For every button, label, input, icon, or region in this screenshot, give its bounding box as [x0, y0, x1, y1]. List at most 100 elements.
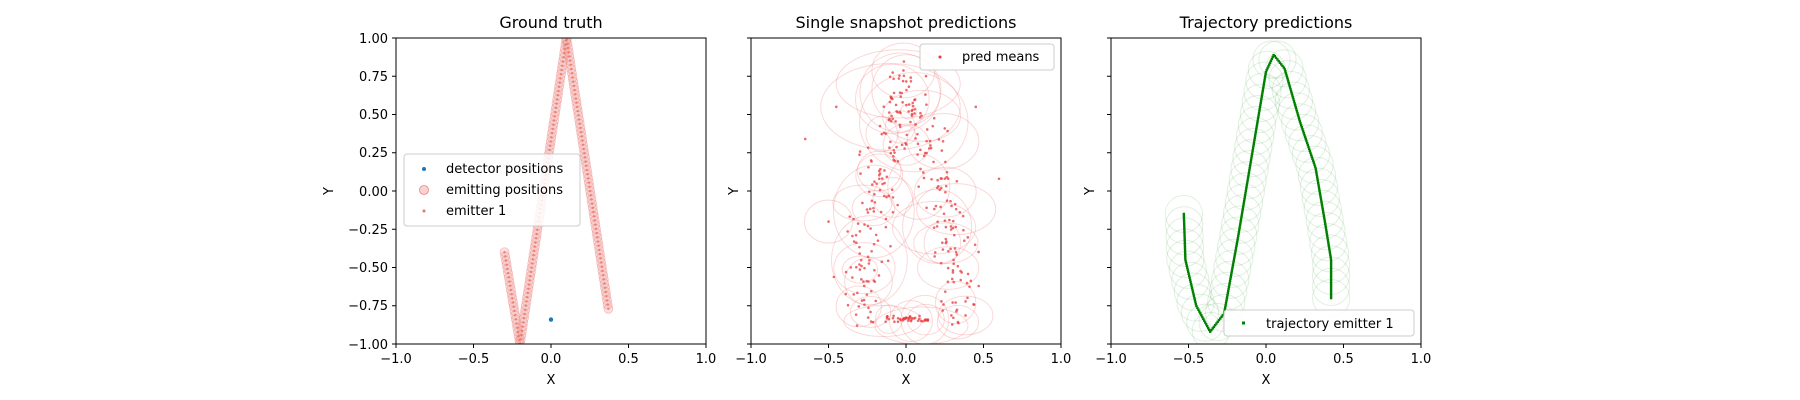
emitter-1-point — [516, 326, 519, 329]
pred-mean-point — [966, 272, 970, 276]
emitter-1-point — [555, 98, 559, 101]
emitter-1-point — [576, 109, 580, 113]
x-tick-label: −1.0 — [1095, 352, 1127, 367]
pred-mean-point — [894, 120, 897, 123]
pred-mean-point — [888, 146, 891, 150]
trajectory-point — [1326, 236, 1329, 240]
pred-mean-point — [866, 224, 870, 228]
emitter-1-point — [506, 267, 509, 271]
trajectory-point — [1187, 274, 1191, 277]
trajectory-point — [1248, 165, 1252, 168]
pred-mean-point — [951, 301, 954, 304]
pred-uncertainty-ellipse — [916, 183, 997, 236]
trajectory-point — [1269, 59, 1273, 63]
emitter-1-point — [509, 288, 513, 292]
pred-mean-point — [901, 79, 905, 83]
trajectory-point — [1255, 128, 1258, 131]
trajectory-point — [1329, 280, 1333, 283]
trajectory-uncertainty-circle — [1234, 128, 1273, 167]
emitter-1-point — [590, 198, 593, 201]
trajectory-point — [1196, 306, 1199, 310]
trajectory-point — [1278, 61, 1282, 64]
trajectory-point — [1246, 181, 1249, 184]
pred-mean-point — [928, 139, 932, 143]
pred-mean-point — [858, 245, 861, 249]
emitter-1-point — [575, 105, 579, 109]
pred-mean-point — [977, 284, 981, 288]
trajectory-point — [1256, 122, 1259, 125]
trajectory-point — [1225, 298, 1228, 301]
pred-mean-point — [916, 319, 920, 323]
trajectory-point — [1272, 53, 1275, 57]
trajectory-point — [1247, 171, 1251, 174]
emitter-1-point — [529, 270, 533, 274]
trajectory-point — [1244, 189, 1248, 193]
emitter-1-point — [587, 177, 590, 180]
emitter-1-point — [575, 101, 578, 104]
trajectory-uncertainty-circle — [1305, 200, 1344, 240]
panel-3-legend: trajectory emitter 1 — [1223, 309, 1415, 337]
trajectory-point — [1233, 255, 1236, 258]
trajectory-point — [1249, 161, 1252, 164]
trajectory-point — [1187, 272, 1190, 275]
trajectory-point — [1329, 271, 1333, 275]
trajectory-point — [1192, 294, 1196, 298]
emitter-1-point — [505, 263, 508, 266]
trajectory-point — [1274, 56, 1278, 60]
pred-mean-point — [913, 112, 916, 115]
trajectory-point — [1325, 228, 1328, 232]
pred-mean-point — [944, 184, 948, 188]
pred-uncertainty-ellipse — [832, 184, 893, 222]
pred-mean-point — [856, 222, 860, 225]
pred-mean-point — [858, 252, 862, 255]
pred-mean-point — [910, 112, 914, 116]
legend-marker-trajectory — [1242, 321, 1245, 325]
trajectory-point — [1183, 252, 1187, 255]
trajectory-point — [1319, 194, 1322, 197]
trajectory-point — [1247, 175, 1250, 178]
pred-mean-point — [898, 110, 902, 114]
detector-position-point — [548, 317, 554, 322]
pred-mean-point — [898, 123, 902, 127]
trajectory-point — [1329, 259, 1333, 262]
emitter-1-point — [581, 143, 585, 146]
trajectory-point — [1323, 218, 1326, 221]
trajectory-point — [1329, 288, 1333, 291]
trajectory-point — [1251, 148, 1254, 152]
pred-mean-point — [916, 142, 920, 146]
trajectory-point — [1315, 173, 1318, 176]
emitter-1-point — [596, 236, 599, 239]
trajectory-point — [1232, 261, 1235, 264]
pred-mean-point — [951, 269, 955, 272]
trajectory-point — [1183, 229, 1186, 232]
emitter-1-point — [586, 173, 589, 176]
pred-mean-point — [902, 60, 906, 63]
trajectory-point — [1305, 141, 1309, 145]
trajectory-point — [1309, 151, 1312, 155]
trajectory-uncertainty-circle — [1241, 83, 1280, 122]
trajectory-point — [1246, 179, 1249, 182]
pred-mean-point — [959, 278, 963, 282]
trajectory-point — [1224, 304, 1227, 307]
emitter-1-point — [565, 38, 568, 41]
emitter-1-point — [530, 266, 533, 269]
pred-mean-point — [904, 143, 908, 146]
trajectory-uncertainty-circle — [1180, 293, 1220, 332]
trajectory-point — [1273, 54, 1277, 58]
pred-mean-point — [973, 243, 977, 247]
trajectory-point — [1268, 63, 1271, 66]
pred-mean-point — [941, 140, 945, 143]
pred-mean-point — [884, 217, 888, 221]
pred-uncertainty-ellipse — [917, 246, 980, 290]
pred-mean-point — [946, 280, 950, 284]
pred-mean-point — [866, 146, 870, 149]
trajectory-uncertainty-circle — [1245, 61, 1284, 100]
pred-mean-point — [899, 95, 903, 98]
pred-mean-point — [966, 296, 969, 300]
legend-box — [1223, 309, 1415, 337]
trajectory-point — [1229, 277, 1232, 281]
pred-mean-point — [848, 215, 852, 218]
pred-mean-point — [904, 80, 908, 83]
pred-mean-point — [885, 175, 889, 179]
trajectory-point — [1301, 129, 1305, 133]
